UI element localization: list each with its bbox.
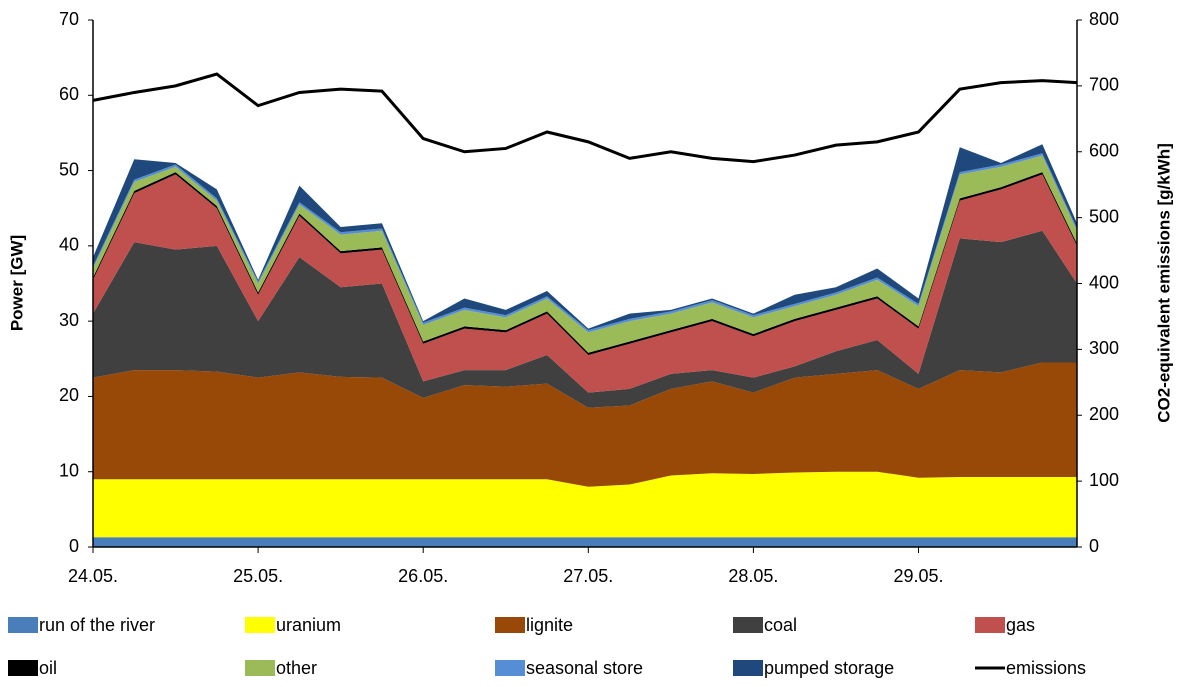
y2-tick-label: 500 (1089, 206, 1119, 226)
y2-tick-label: 700 (1089, 75, 1119, 95)
legend-swatch (975, 617, 1005, 633)
x-tick-label: 27.05. (563, 566, 613, 586)
x-tick-label: 29.05. (893, 566, 943, 586)
legend-swatch (245, 617, 275, 633)
area (93, 362, 1077, 487)
legend-label: pumped storage (764, 658, 894, 678)
y2-tick-label: 600 (1089, 141, 1119, 161)
y-tick-label: 0 (69, 536, 79, 556)
legend-label: uranium (276, 615, 341, 635)
y-tick-label: 20 (59, 385, 79, 405)
legend-swatch (733, 660, 763, 676)
y-tick-label: 60 (59, 84, 79, 104)
legend-label: seasonal store (526, 658, 643, 678)
y2-tick-label: 0 (1089, 536, 1099, 556)
area (93, 230, 1077, 408)
emissions-line (92, 72, 1078, 164)
area (93, 471, 1077, 538)
x-tick-label: 24.05. (68, 566, 118, 586)
y-tick-label: 10 (59, 460, 79, 480)
y2-tick-label: 300 (1089, 338, 1119, 358)
x-tick-label: 28.05. (728, 566, 778, 586)
legend-label: coal (764, 615, 797, 635)
legend-label: oil (39, 658, 57, 678)
legend-swatch (495, 617, 525, 633)
legend-swatch (733, 617, 763, 633)
legend-swatch (495, 660, 525, 676)
y-tick-label: 40 (59, 235, 79, 255)
area (93, 155, 1077, 353)
legend-swatch (8, 660, 38, 676)
y2-tick-label: 400 (1089, 272, 1119, 292)
y2-tick-label: 100 (1089, 470, 1119, 490)
y-axis-label: Power [GW] (7, 235, 26, 331)
x-tick-label: 25.05. (233, 566, 283, 586)
y2-tick-label: 200 (1089, 404, 1119, 424)
legend-label: run of the river (39, 615, 155, 635)
y-tick-label: 30 (59, 310, 79, 330)
legend-swatch (8, 617, 38, 633)
legend-swatch (245, 660, 275, 676)
area (93, 144, 1077, 331)
area (93, 174, 1077, 393)
y2-axis-label: CO2-equivalent emissions [g/kWh] (1154, 143, 1173, 423)
y-tick-label: 50 (59, 159, 79, 179)
legend-label: other (276, 658, 317, 678)
x-tick-label: 26.05. (398, 566, 448, 586)
y-tick-label: 70 (59, 9, 79, 29)
area (93, 537, 1077, 547)
y2-tick-label: 800 (1089, 9, 1119, 29)
legend-label: lignite (526, 615, 573, 635)
legend-label: emissions (1006, 658, 1086, 678)
legend-label: gas (1006, 615, 1035, 635)
area (93, 172, 1077, 356)
